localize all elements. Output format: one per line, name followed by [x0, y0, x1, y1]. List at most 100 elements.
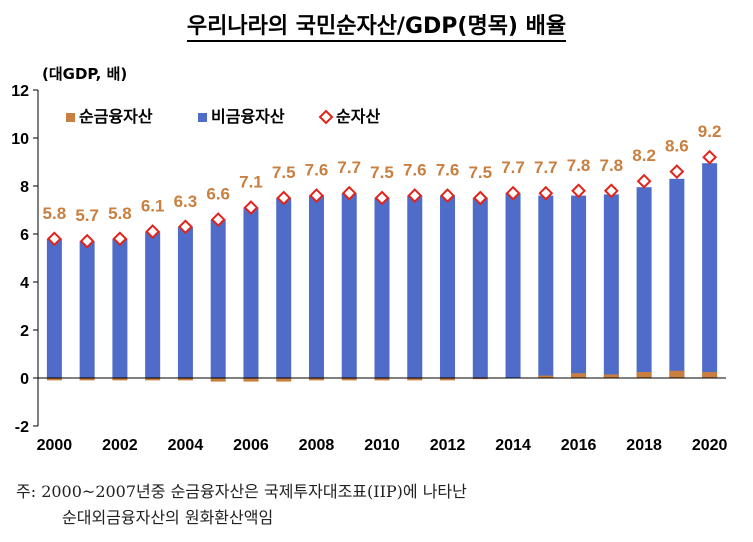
net-assets-marker	[178, 219, 193, 235]
data-label: 7.7	[534, 158, 558, 177]
net-assets-marker	[112, 231, 128, 247]
data-label: 7.8	[600, 156, 624, 175]
bar-net-financial-assets	[308, 378, 324, 381]
bar-nonfinancial-assets	[472, 198, 488, 378]
bar-nonfinancial-assets	[341, 193, 357, 378]
bar-net-financial-assets	[210, 378, 226, 382]
bar-nonfinancial-assets	[46, 238, 62, 378]
bar-nonfinancial-assets	[702, 163, 718, 378]
y-tick-label: 0	[20, 371, 29, 388]
bar-nonfinancial-assets	[571, 195, 587, 378]
bar-net-financial-assets	[636, 372, 652, 378]
bar-net-financial-assets	[341, 378, 357, 381]
bar-net-financial-assets	[407, 378, 423, 381]
data-label: 5.7	[75, 206, 99, 225]
bar-net-financial-assets	[571, 373, 587, 378]
net-assets-marker	[603, 183, 619, 199]
bar-nonfinancial-assets	[603, 194, 619, 378]
net-assets-marker	[571, 183, 586, 199]
chart-area: (대GDP, 배) -2 0 2 4 6 8 10 12 2000 2002 2004 2006 2008…	[11, 65, 728, 454]
y-tick-label: 4	[20, 275, 29, 292]
y-axis-label: (대GDP, 배)	[42, 65, 127, 83]
bar-net-financial-assets	[440, 378, 456, 381]
bar-net-financial-assets	[374, 378, 390, 381]
y-tick-label: 8	[20, 179, 29, 196]
bar-net-financial-assets	[669, 370, 685, 378]
bar-net-financial-assets	[243, 378, 259, 382]
net-assets-marker	[243, 200, 259, 216]
data-label: 7.6	[436, 161, 460, 180]
legend-marker-net-assets	[318, 109, 334, 125]
net-assets-marker	[505, 185, 521, 201]
data-label: 7.5	[272, 163, 296, 182]
x-tick-label: 2000	[37, 437, 73, 454]
footnote-line-2: 순대외금융자산의 원화환산액임	[62, 508, 274, 527]
net-assets-marker	[374, 190, 390, 206]
data-label: 6.6	[206, 185, 230, 204]
legend-swatch-nonfinancial	[198, 113, 207, 122]
data-label: 7.7	[337, 158, 361, 177]
data-label: 5.8	[43, 204, 67, 223]
bar-nonfinancial-assets	[308, 195, 324, 378]
bar-nonfinancial-assets	[210, 219, 226, 378]
x-tick-label: 2018	[626, 437, 662, 454]
bar-net-financial-assets	[177, 378, 193, 381]
y-tick-label: 12	[11, 83, 29, 100]
bar-net-financial-assets	[276, 378, 292, 382]
bar-net-financial-assets	[538, 375, 554, 378]
bar-net-financial-assets	[145, 378, 161, 381]
net-assets-marker	[309, 188, 324, 204]
x-tick-label: 2010	[364, 437, 400, 454]
data-label: 7.7	[501, 158, 525, 177]
data-label: 8.2	[632, 146, 656, 165]
data-label: 7.1	[239, 173, 263, 192]
y-tick-label: 6	[20, 227, 29, 244]
legend-label-net-assets: 순자산	[336, 107, 380, 126]
data-label: 5.8	[108, 204, 132, 223]
data-label: 7.5	[468, 163, 492, 182]
bar-nonfinancial-assets	[538, 195, 554, 378]
bar-net-financial-assets	[603, 374, 619, 378]
net-assets-marker	[210, 212, 226, 228]
x-tick-label: 2014	[495, 437, 531, 454]
bar-nonfinancial-assets	[374, 198, 390, 378]
bar-nonfinancial-assets	[145, 231, 161, 378]
bar-nonfinancial-assets	[440, 195, 456, 378]
net-assets-marker	[46, 231, 62, 247]
bar-net-financial-assets	[46, 378, 62, 381]
net-assets-marker	[276, 190, 292, 206]
bar-net-financial-assets	[112, 378, 128, 381]
footnote-line-1: 주: 2000~2007년중 순금융자산은 국제투자대조표(IIP)에 나타난	[16, 482, 467, 501]
x-tick-label: 2020	[692, 437, 728, 454]
data-label: 6.3	[174, 192, 198, 211]
y-tick-label: 2	[20, 323, 29, 340]
chart-title: 우리나라의 국민순자산/GDP(명목) 배율	[0, 8, 753, 42]
bar-nonfinancial-assets	[177, 226, 193, 378]
x-tick-label: 2012	[430, 437, 466, 454]
bar-nonfinancial-assets	[243, 207, 259, 378]
y-tick-label: -2	[15, 419, 29, 436]
bar-nonfinancial-assets	[669, 178, 685, 378]
data-label: 7.6	[305, 161, 329, 180]
data-label: 7.5	[370, 163, 394, 182]
bar-nonfinancial-assets	[79, 241, 95, 378]
x-tick-label: 2016	[561, 437, 597, 454]
net-assets-marker	[145, 224, 161, 240]
net-assets-marker	[538, 185, 554, 201]
net-assets-marker	[341, 185, 357, 201]
data-label: 6.1	[141, 197, 165, 216]
bar-nonfinancial-assets	[505, 193, 521, 378]
net-assets-marker	[636, 173, 652, 189]
bar-net-financial-assets	[702, 372, 718, 378]
bar-nonfinancial-assets	[636, 187, 652, 378]
net-assets-marker	[472, 190, 488, 206]
y-tick-label: 10	[11, 131, 29, 148]
x-tick-label: 2006	[233, 437, 269, 454]
x-tick-label: 2008	[299, 437, 335, 454]
x-tick-label: 2002	[102, 437, 138, 454]
net-assets-marker	[79, 233, 95, 249]
bar-nonfinancial-assets	[407, 195, 423, 378]
bar-net-financial-assets	[79, 378, 95, 381]
legend-label-nonfinancial: 비금융자산	[211, 107, 285, 126]
net-assets-marker	[440, 188, 455, 204]
